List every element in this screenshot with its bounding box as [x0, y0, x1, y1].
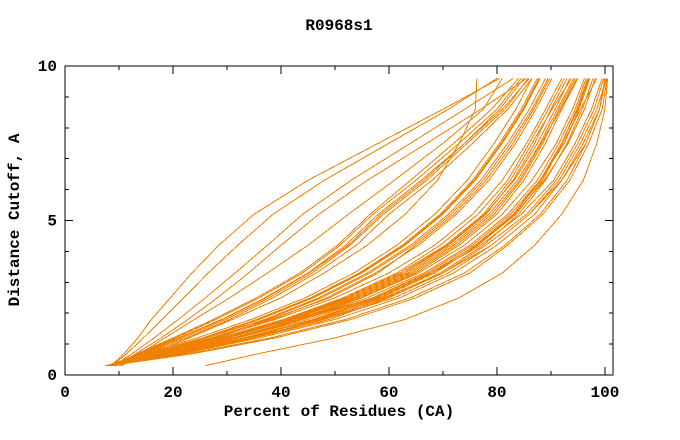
series-line [115, 78, 533, 367]
x-tick-label: 0 [60, 384, 70, 402]
y-axis-label: Distance Cutoff, A [6, 133, 24, 306]
series-line [110, 78, 549, 367]
series-line [110, 78, 579, 367]
series-line [113, 78, 525, 367]
x-axis-label: Percent of Residues (CA) [224, 403, 454, 421]
series-line [109, 78, 576, 367]
x-tick-label: 60 [379, 384, 398, 402]
series-line [104, 78, 585, 367]
series-line [111, 78, 596, 367]
series-line [205, 78, 609, 367]
series-line [107, 78, 603, 367]
series-line [112, 78, 589, 367]
series-line [110, 78, 607, 367]
series-line [108, 78, 598, 367]
series-line [118, 78, 478, 367]
y-tick-label: 0 [47, 367, 57, 385]
series-line [111, 78, 553, 367]
series-line [108, 78, 572, 367]
series-line [108, 78, 591, 367]
x-tick-label: 80 [487, 384, 506, 402]
series-line [108, 78, 546, 367]
x-tick-label: 40 [271, 384, 290, 402]
x-tick-label: 20 [163, 384, 182, 402]
series-line [108, 78, 606, 367]
series-line [107, 78, 571, 367]
series-line [112, 78, 522, 367]
series-line [111, 77, 498, 367]
series-line [116, 77, 527, 367]
series-line [121, 78, 503, 367]
x-tick-label: 100 [590, 384, 619, 402]
y-tick-label: 5 [47, 213, 57, 231]
series-line [111, 78, 519, 367]
series-line [113, 77, 514, 367]
series-line [105, 78, 533, 367]
series-line [106, 78, 540, 367]
y-tick-label: 10 [38, 58, 57, 76]
series-line [109, 78, 575, 367]
chart-title: R0968s1 [305, 17, 372, 35]
series-line [109, 78, 608, 367]
plot-frame [64, 65, 614, 376]
series-line [108, 78, 578, 367]
series-line [110, 77, 500, 367]
series-line [114, 78, 529, 367]
